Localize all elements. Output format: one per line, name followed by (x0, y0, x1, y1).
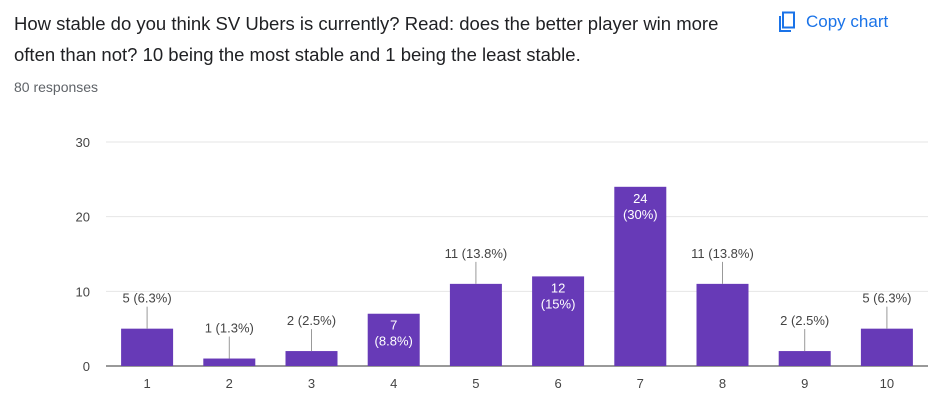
x-tick-label: 8 (719, 376, 726, 391)
data-label: 24 (633, 191, 647, 206)
bar (367, 313, 420, 366)
x-tick-label: 1 (143, 376, 150, 391)
bar (449, 283, 502, 366)
data-label: 5 (6.3%) (862, 291, 911, 306)
question-title: How stable do you think SV Ubers is curr… (14, 13, 719, 65)
response-count: 80 responses (14, 79, 99, 95)
copy-chart-button[interactable]: Copy chart (772, 6, 894, 38)
data-label: (30%) (623, 207, 658, 222)
data-label: 2 (2.5%) (780, 313, 829, 328)
x-tick-label: 10 (880, 376, 894, 391)
bar (778, 351, 831, 366)
y-tick-label: 10 (76, 284, 90, 299)
x-tick-label: 2 (226, 376, 233, 391)
bar (121, 328, 174, 366)
x-tick-label: 5 (472, 376, 479, 391)
x-tick-label: 9 (801, 376, 808, 391)
y-tick-label: 0 (83, 359, 90, 374)
bar (860, 328, 913, 366)
data-label: (8.8%) (375, 334, 413, 349)
bar (285, 351, 338, 366)
data-label: 1 (1.3%) (205, 321, 254, 336)
y-tick-label: 20 (76, 210, 90, 225)
data-label: 12 (551, 280, 565, 295)
data-label: 7 (390, 318, 397, 333)
data-label: 11 (13.8%) (691, 246, 754, 261)
bar (532, 276, 585, 366)
data-label: 5 (6.3%) (123, 291, 172, 306)
bar (203, 358, 256, 366)
x-tick-label: 3 (308, 376, 315, 391)
x-tick-label: 7 (637, 376, 644, 391)
copy-icon (778, 11, 796, 33)
data-label: (15%) (541, 296, 576, 311)
x-tick-label: 6 (554, 376, 561, 391)
bar (614, 186, 667, 366)
x-tick-label: 4 (390, 376, 397, 391)
y-tick-label: 30 (76, 135, 90, 150)
copy-chart-label: Copy chart (806, 12, 889, 31)
data-label: 2 (2.5%) (287, 313, 336, 328)
data-label: 11 (13.8%) (445, 246, 508, 261)
bar (696, 283, 749, 366)
